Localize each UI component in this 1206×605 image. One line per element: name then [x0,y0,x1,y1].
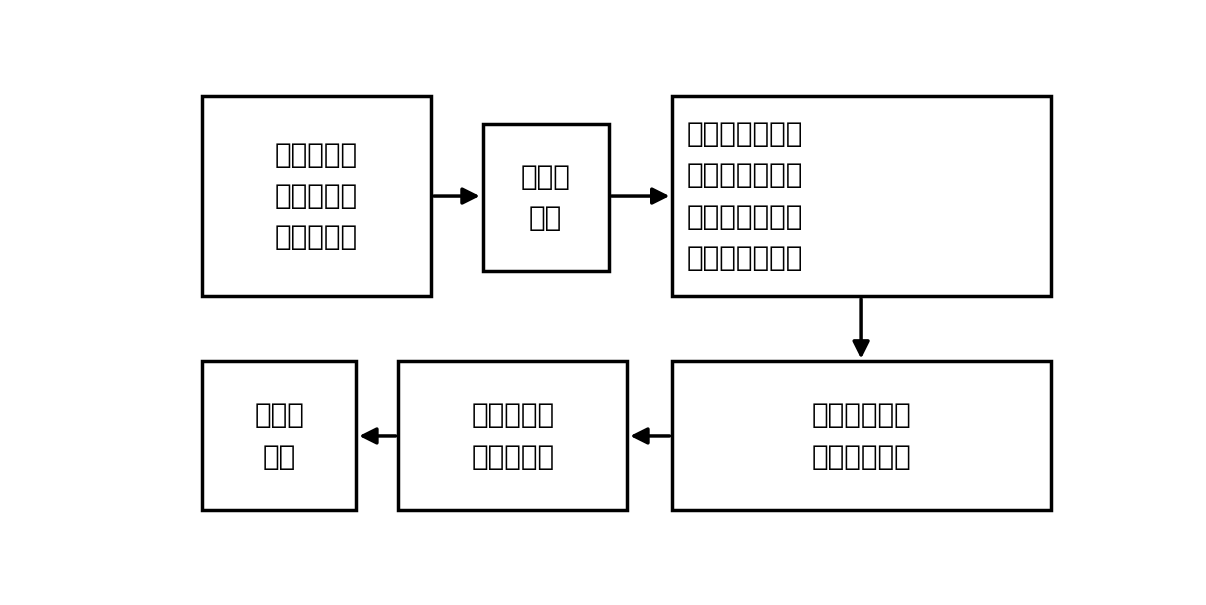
Bar [398,361,627,511]
Bar [672,96,1050,296]
Bar [203,96,432,296]
Text: 设初值并进
行数值积分: 设初值并进 行数值积分 [472,401,555,471]
Text: 刻度响应差转
换为电导率差: 刻度响应差转 换为电导率差 [812,401,912,471]
Bar [203,361,357,511]
Bar [672,361,1050,511]
Bar [482,124,609,270]
Text: 选择时域处理的
时刻：激发或者
关断时刻附近的
响应差构成曲线: 选择时域处理的 时刻：激发或者 关断时刻附近的 响应差构成曲线 [686,120,803,272]
Text: 响应差
波形: 响应差 波形 [521,163,570,232]
Text: 相邻深度点
的同一源距
波形相相减: 相邻深度点 的同一源距 波形相相减 [275,141,358,251]
Text: 电阻率
曲线: 电阻率 曲线 [254,401,304,471]
